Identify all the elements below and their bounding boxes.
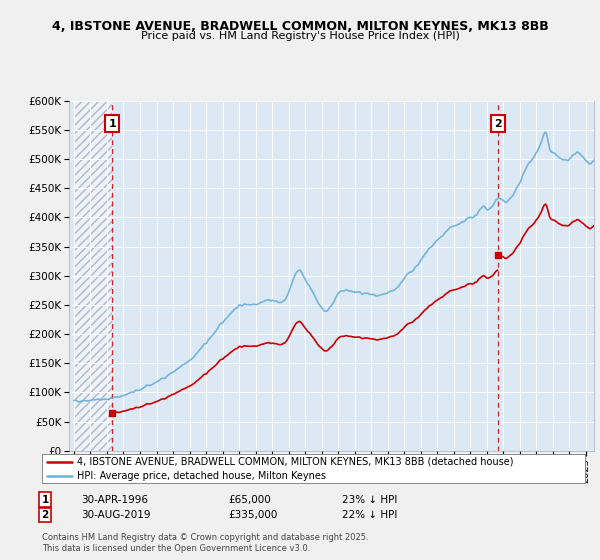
Text: 1: 1: [109, 119, 116, 129]
Text: 2: 2: [494, 119, 502, 129]
Text: 4, IBSTONE AVENUE, BRADWELL COMMON, MILTON KEYNES, MK13 8BB: 4, IBSTONE AVENUE, BRADWELL COMMON, MILT…: [52, 20, 548, 32]
Text: 30-AUG-2019: 30-AUG-2019: [81, 510, 151, 520]
Text: 22% ↓ HPI: 22% ↓ HPI: [342, 510, 397, 520]
Text: £335,000: £335,000: [228, 510, 277, 520]
Text: 23% ↓ HPI: 23% ↓ HPI: [342, 494, 397, 505]
Text: 4, IBSTONE AVENUE, BRADWELL COMMON, MILTON KEYNES, MK13 8BB (detached house): 4, IBSTONE AVENUE, BRADWELL COMMON, MILT…: [77, 457, 514, 466]
Text: HPI: Average price, detached house, Milton Keynes: HPI: Average price, detached house, Milt…: [77, 472, 326, 481]
Text: 30-APR-1996: 30-APR-1996: [81, 494, 148, 505]
Text: Price paid vs. HM Land Registry's House Price Index (HPI): Price paid vs. HM Land Registry's House …: [140, 31, 460, 41]
Text: £65,000: £65,000: [228, 494, 271, 505]
Text: 1: 1: [41, 494, 49, 505]
Text: 2: 2: [41, 510, 49, 520]
Text: Contains HM Land Registry data © Crown copyright and database right 2025.
This d: Contains HM Land Registry data © Crown c…: [42, 533, 368, 553]
